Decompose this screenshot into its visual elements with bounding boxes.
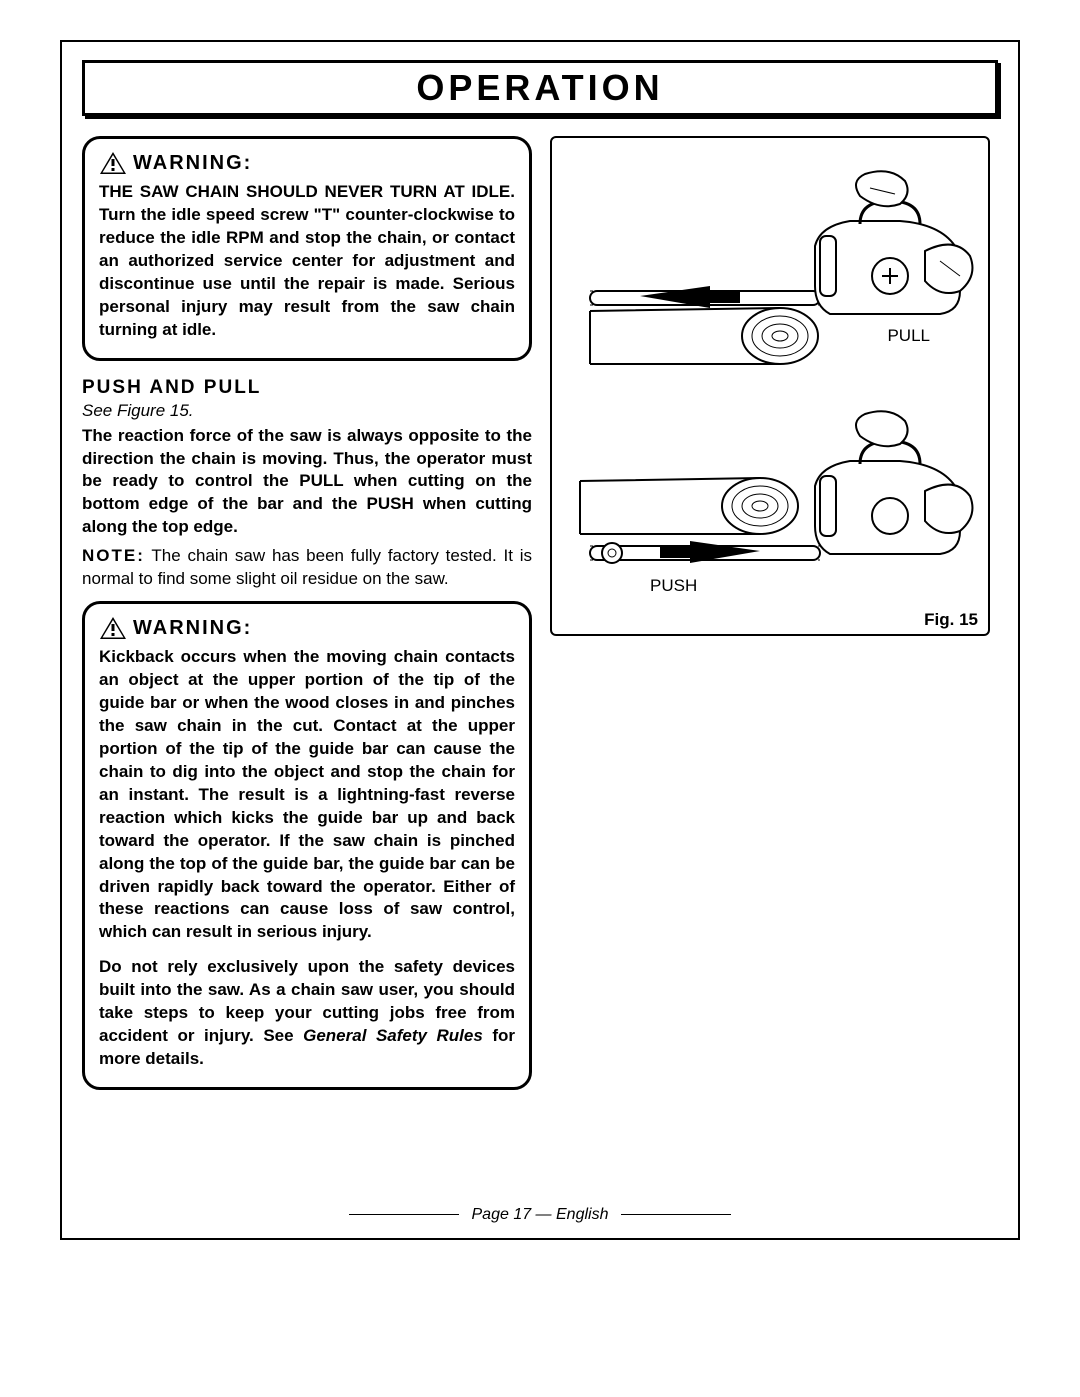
warning-triangle-icon	[99, 616, 127, 640]
title-box: OPERATION	[82, 60, 998, 116]
note-label: NOTE:	[82, 546, 145, 565]
right-column: PULL	[550, 136, 990, 1104]
warning2-para1: Kickback occurs when the moving chain co…	[99, 646, 515, 944]
warning2-para2: Do not rely exclusively upon the safety …	[99, 956, 515, 1071]
footer-rule-right	[621, 1214, 731, 1215]
see-figure: See Figure 15.	[82, 401, 532, 421]
warning-label-1: WARNING:	[133, 152, 252, 175]
warning-label-2: WARNING:	[133, 617, 252, 640]
warning-body-1: THE SAW CHAIN SHOULD NEVER TURN AT IDLE.…	[99, 181, 515, 342]
pull-label: PULL	[887, 326, 930, 346]
warning-body-2: Kickback occurs when the moving chain co…	[99, 646, 515, 1071]
figure-push: PUSH	[560, 376, 980, 606]
warning-box-2: WARNING: Kickback occurs when the moving…	[82, 601, 532, 1090]
content-columns: WARNING: THE SAW CHAIN SHOULD NEVER TURN…	[82, 136, 998, 1104]
chainsaw-push-illustration	[560, 376, 980, 606]
page-border: OPERATION WARNING: THE SAW CHAIN SHOULD …	[60, 40, 1020, 1240]
footer-rule-left	[349, 1214, 459, 1215]
warning-box-1: WARNING: THE SAW CHAIN SHOULD NEVER TURN…	[82, 136, 532, 361]
warning-triangle-icon	[99, 151, 127, 175]
note-text: NOTE: The chain saw has been fully facto…	[82, 545, 532, 591]
page-title: OPERATION	[416, 67, 663, 108]
warning-header-2: WARNING:	[99, 616, 515, 640]
footer-text: Page 17 — English	[472, 1206, 609, 1223]
figure-caption: Fig. 15	[924, 610, 978, 630]
page-footer: Page 17 — English	[62, 1206, 1018, 1224]
section-heading: PUSH AND PULL	[82, 377, 532, 399]
figure-box: PULL	[550, 136, 990, 636]
note-body: The chain saw has been fully factory tes…	[82, 546, 532, 588]
section-body: The reaction force of the saw is always …	[82, 425, 532, 540]
figure-pull: PULL	[560, 146, 980, 376]
warning2-p2b: General Safety Rules	[303, 1026, 483, 1045]
left-column: WARNING: THE SAW CHAIN SHOULD NEVER TURN…	[82, 136, 532, 1104]
push-label: PUSH	[650, 576, 697, 596]
warning-header-1: WARNING:	[99, 151, 515, 175]
